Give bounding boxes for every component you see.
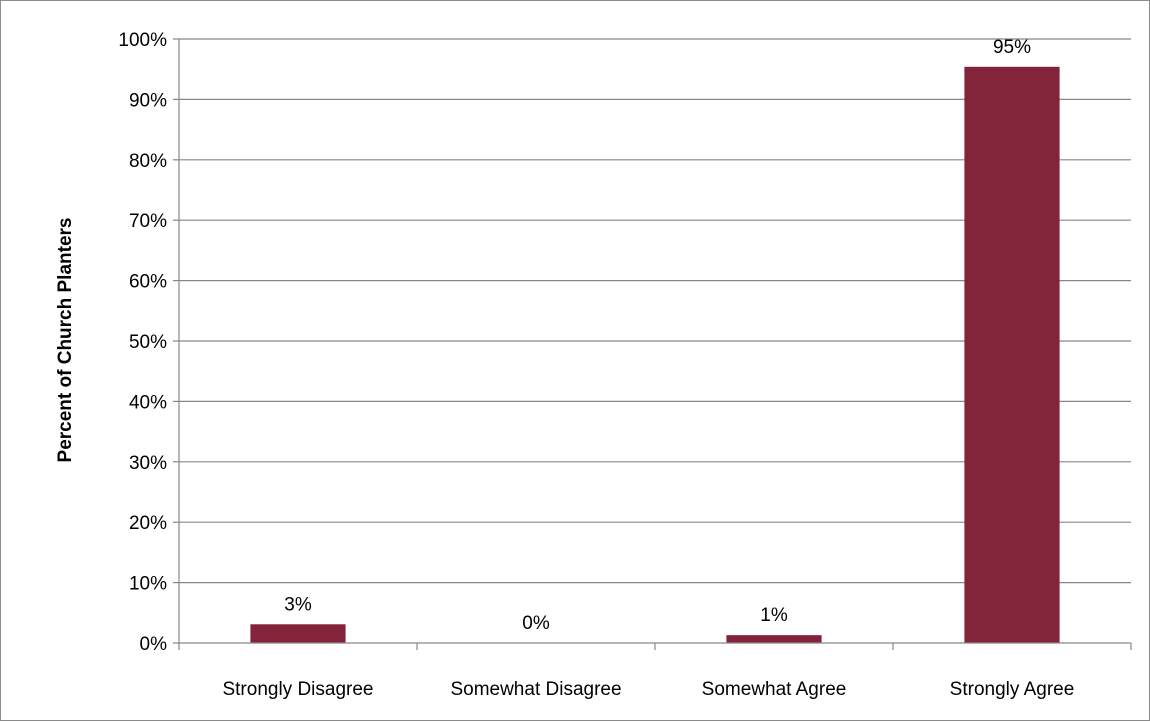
y-axis-title: Percent of Church Planters — [55, 218, 76, 463]
y-tick-label: 80% — [129, 151, 167, 172]
data-label: 1% — [760, 605, 788, 626]
gridlines — [179, 38, 1131, 584]
data-label: 3% — [284, 594, 312, 615]
x-tick-label: Strongly Disagree — [222, 679, 373, 700]
y-tick-label: 70% — [129, 211, 167, 232]
bar — [250, 624, 346, 643]
labels: 0% 10% 20% 30% 40% 50% 60% 70% 80% 90% 100% 3% Stron… — [118, 30, 1074, 700]
y-tick-label: 90% — [129, 90, 167, 111]
data-label: 95% — [993, 37, 1031, 58]
y-tick-label: 60% — [129, 272, 167, 293]
x-tick-label: Somewhat Disagree — [450, 679, 621, 700]
bar — [726, 635, 822, 643]
axes — [173, 38, 1132, 650]
data-label: 0% — [522, 613, 550, 634]
y-tick-label: 30% — [129, 453, 167, 474]
y-tick-label: 50% — [129, 332, 167, 353]
y-tick-label: 100% — [118, 30, 167, 51]
y-tick-label: 40% — [129, 392, 167, 413]
y-tick-label: 0% — [140, 634, 168, 655]
bars — [250, 66, 1060, 643]
bar — [964, 66, 1060, 643]
x-tick-label: Somewhat Agree — [702, 679, 847, 700]
y-tick-label: 20% — [129, 513, 167, 534]
y-tick-label: 10% — [129, 574, 167, 595]
x-tick-label: Strongly Agree — [950, 679, 1075, 700]
